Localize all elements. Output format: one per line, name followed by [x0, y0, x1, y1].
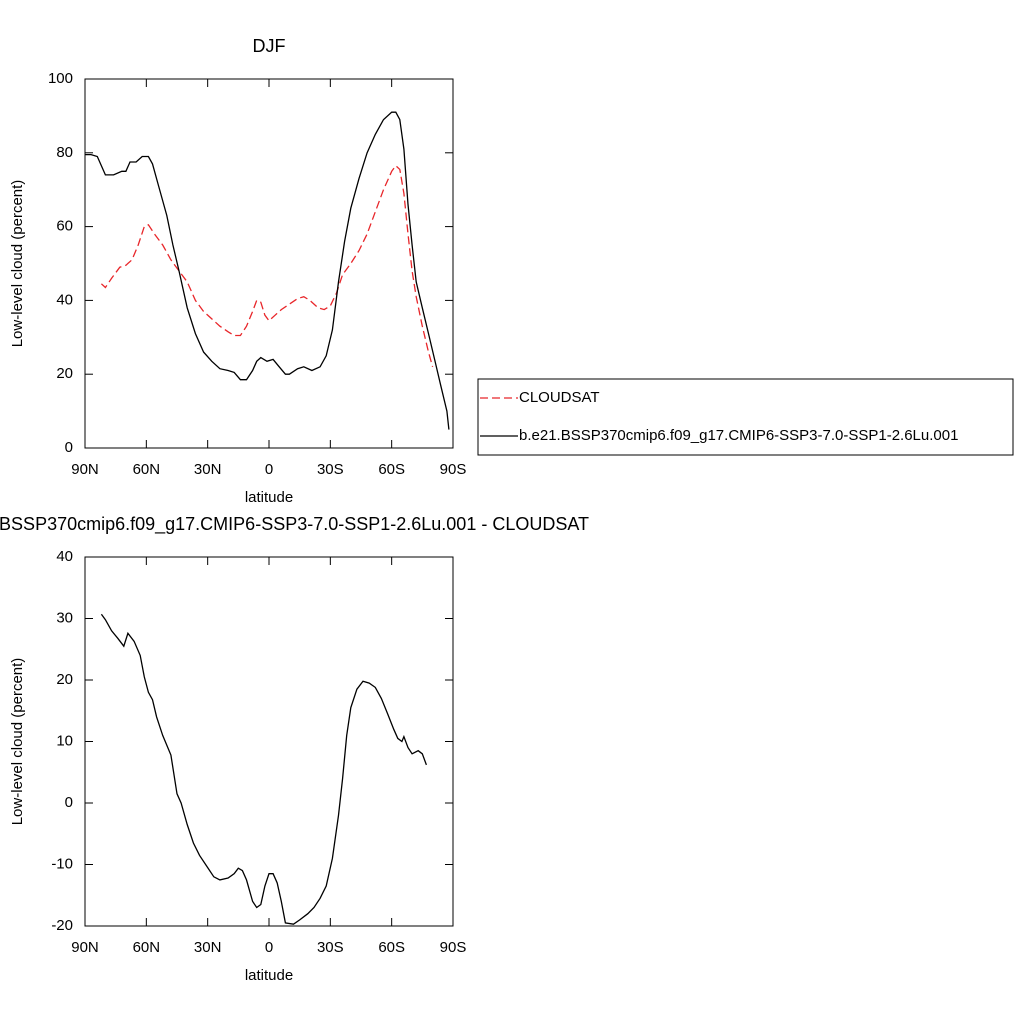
x-tick-label: 60S — [378, 461, 405, 478]
y-tick-label: 30 — [56, 609, 73, 626]
y-tick-label: 0 — [65, 794, 73, 811]
chart-title: b.e21.BSSP370cmip6.f09_g17.CMIP6-SSP3-7.… — [0, 514, 589, 535]
x-tick-label: 90S — [440, 939, 467, 956]
x-tick-label: 90N — [71, 939, 99, 956]
x-axis-label: latitude — [245, 967, 293, 984]
chart-title: DJF — [253, 36, 286, 56]
data-line — [85, 111, 450, 430]
legend-label: b.e21.BSSP370cmip6.f09_g17.CMIP6-SSP3-7.… — [519, 427, 958, 444]
y-tick-label: 80 — [56, 144, 73, 161]
x-tick-label: 60S — [378, 939, 405, 956]
y-tick-label: -10 — [51, 855, 73, 872]
plot-frame — [84, 78, 454, 449]
data-line — [100, 613, 428, 925]
x-tick-label: 30N — [194, 939, 222, 956]
y-tick-label: 20 — [56, 365, 73, 382]
x-tick-label: 30S — [317, 939, 344, 956]
x-tick-label: 60N — [133, 461, 161, 478]
y-tick-label: 100 — [48, 70, 73, 87]
x-tick-label: 90N — [71, 461, 99, 478]
y-axis-label: Low-level cloud (percent) — [9, 658, 26, 826]
legend-box — [477, 378, 1014, 456]
y-tick-label: -20 — [51, 917, 73, 934]
y-axis-label: Low-level cloud (percent) — [9, 180, 26, 348]
plot-frame — [84, 556, 454, 927]
y-tick-label: 40 — [56, 548, 73, 565]
x-axis-label: latitude — [245, 489, 293, 506]
y-tick-label: 40 — [56, 291, 73, 308]
x-tick-label: 60N — [133, 939, 161, 956]
x-tick-label: 30N — [194, 461, 222, 478]
data-line — [100, 164, 434, 367]
legend-label: CLOUDSAT — [519, 389, 600, 406]
y-tick-label: 20 — [56, 671, 73, 688]
x-tick-label: 30S — [317, 461, 344, 478]
x-tick-label: 0 — [265, 461, 273, 478]
y-tick-label: 10 — [56, 732, 73, 749]
y-tick-label: 0 — [65, 439, 73, 456]
x-tick-label: 0 — [265, 939, 273, 956]
y-tick-label: 60 — [56, 218, 73, 235]
x-tick-label: 90S — [440, 461, 467, 478]
